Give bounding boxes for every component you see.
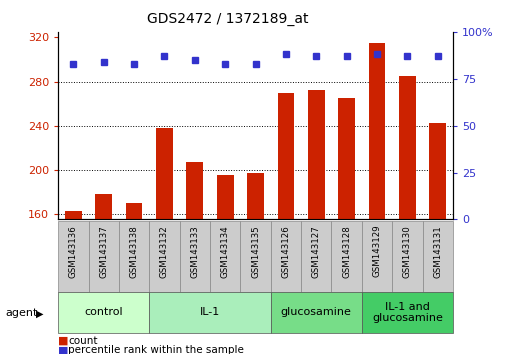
- Text: agent: agent: [5, 308, 37, 318]
- Bar: [65, 211, 82, 219]
- Text: GSM143138: GSM143138: [129, 225, 138, 278]
- Bar: [361, 292, 452, 333]
- Bar: [58, 221, 88, 292]
- Text: GSM143130: GSM143130: [402, 225, 411, 278]
- Bar: [210, 221, 240, 292]
- Text: GSM143137: GSM143137: [99, 225, 108, 278]
- Bar: [337, 98, 355, 219]
- Bar: [186, 162, 203, 219]
- Text: count: count: [68, 336, 97, 346]
- Bar: [126, 203, 142, 219]
- Bar: [398, 76, 415, 219]
- Bar: [277, 92, 294, 219]
- Text: GSM143127: GSM143127: [311, 225, 320, 278]
- Bar: [429, 124, 445, 219]
- Text: GSM143126: GSM143126: [281, 225, 290, 278]
- Bar: [156, 128, 173, 219]
- Text: GSM143131: GSM143131: [432, 225, 441, 278]
- Text: GDS2472 / 1372189_at: GDS2472 / 1372189_at: [146, 12, 308, 27]
- Text: ▶: ▶: [36, 308, 44, 318]
- Bar: [149, 292, 270, 333]
- Text: GSM143128: GSM143128: [341, 225, 350, 278]
- Text: percentile rank within the sample: percentile rank within the sample: [68, 346, 244, 354]
- Text: ■: ■: [58, 346, 69, 354]
- Bar: [149, 221, 179, 292]
- Bar: [307, 90, 324, 219]
- Bar: [179, 221, 210, 292]
- Bar: [247, 173, 264, 219]
- Bar: [95, 194, 112, 219]
- Text: GSM143129: GSM143129: [372, 225, 381, 278]
- Text: GSM143133: GSM143133: [190, 225, 199, 278]
- Bar: [300, 221, 331, 292]
- Bar: [422, 221, 452, 292]
- Bar: [58, 292, 149, 333]
- Bar: [270, 221, 300, 292]
- Bar: [391, 221, 422, 292]
- Text: GSM143132: GSM143132: [160, 225, 169, 278]
- Bar: [217, 175, 233, 219]
- Text: ■: ■: [58, 336, 69, 346]
- Text: GSM143134: GSM143134: [220, 225, 229, 278]
- Text: GSM143136: GSM143136: [69, 225, 78, 278]
- Text: control: control: [84, 307, 123, 318]
- Bar: [368, 43, 385, 219]
- Text: glucosamine: glucosamine: [280, 307, 351, 318]
- Bar: [361, 221, 391, 292]
- Bar: [88, 221, 119, 292]
- Bar: [240, 221, 270, 292]
- Text: IL-1 and
glucosamine: IL-1 and glucosamine: [371, 302, 442, 323]
- Bar: [270, 292, 361, 333]
- Text: IL-1: IL-1: [199, 307, 220, 318]
- Bar: [119, 221, 149, 292]
- Bar: [331, 221, 361, 292]
- Text: GSM143135: GSM143135: [250, 225, 260, 278]
